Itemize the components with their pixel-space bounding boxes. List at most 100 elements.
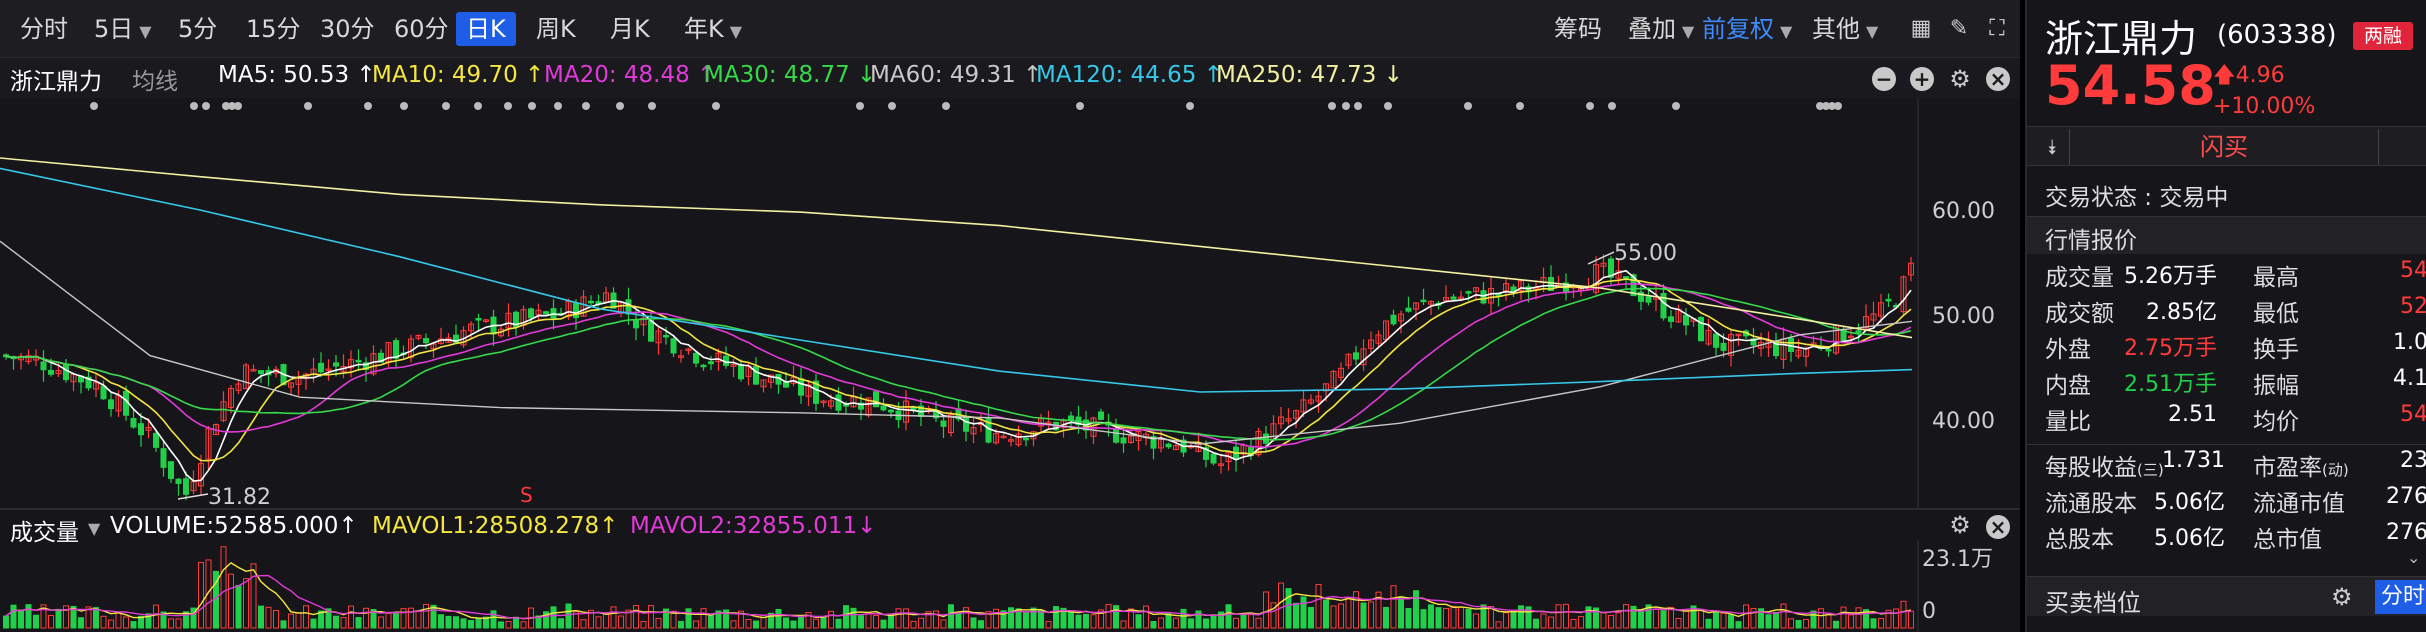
ma60-label: MA60: 49.31 ↑ bbox=[870, 62, 1043, 88]
quote-stock-name: 浙江鼎力 bbox=[2045, 17, 2198, 61]
volume-settings-icon[interactable]: ⚙ bbox=[1949, 511, 1971, 539]
tab-weekly-k[interactable]: 周K bbox=[536, 15, 576, 43]
margin-badge: 两融 bbox=[2353, 22, 2413, 50]
sell-signal-marker: S bbox=[520, 483, 533, 507]
volume-close-icon[interactable]: × bbox=[1986, 515, 2010, 539]
order-book-settings-icon[interactable]: ⚙ bbox=[2331, 583, 2353, 611]
grid-layout-icon[interactable]: ▦ bbox=[1910, 16, 1932, 41]
quote-stock-code: (603338) bbox=[2217, 20, 2337, 50]
quote-row: 内盘 2.51万手 振幅 4.1 bbox=[2027, 366, 2426, 402]
quote-row: 外盘 2.75万手 换手 1.0 bbox=[2027, 330, 2426, 366]
up-arrow-icon: 🡅 bbox=[2213, 63, 2236, 88]
current-price: 54.58 bbox=[2045, 54, 2216, 117]
volume-indicator-dropdown[interactable]: 成交量 bbox=[10, 520, 79, 546]
quote-key: 市盈率(动) bbox=[2253, 455, 2349, 481]
trading-status: 交易状态 : 交易中 bbox=[2045, 185, 2229, 211]
tab-15min[interactable]: 15分 bbox=[246, 15, 301, 43]
adjust-dropdown[interactable]: 前复权 ▼ bbox=[1702, 15, 1793, 43]
tab-60min[interactable]: 60分 bbox=[394, 15, 449, 43]
price-change-pct: +10.00% bbox=[2213, 94, 2316, 119]
quote-value: 2.51 bbox=[2168, 402, 2217, 427]
close-icon[interactable]: × bbox=[1986, 67, 2010, 91]
quote-key: 均价 bbox=[2253, 409, 2299, 435]
chevron-down-icon: ▼ bbox=[1682, 22, 1695, 41]
mavol1-label: MAVOL1:28508.278↑ bbox=[372, 513, 619, 539]
zoom-out-icon[interactable]: − bbox=[1872, 67, 1896, 91]
volume-y-bottom: 0 bbox=[1922, 599, 1936, 624]
chip-distribution-button[interactable]: 筹码 bbox=[1554, 15, 1602, 43]
quote-key: 成交量 bbox=[2045, 265, 2114, 291]
chevron-down-icon: ▼ bbox=[139, 22, 152, 41]
kline-chart-app: 分时 5日 ▼ 5分 15分 30分 60分 日K 周K 月K 年K ▼ 筹码 叠加… bbox=[0, 0, 2020, 632]
quote-key: 外盘 bbox=[2045, 337, 2091, 363]
fullscreen-icon[interactable]: ⛶ bbox=[1989, 16, 2005, 41]
quote-section-header: 行情报价 bbox=[2027, 216, 2426, 254]
expand-down-icon[interactable]: ⯯ bbox=[2046, 135, 2058, 159]
quote-value: 54 bbox=[2400, 402, 2426, 427]
quote-key: 量比 bbox=[2045, 409, 2091, 435]
quote-value: 5.06亿 bbox=[2154, 526, 2225, 551]
zoom-in-icon[interactable]: + bbox=[1910, 67, 1934, 91]
quote-value: 1.0 bbox=[2393, 330, 2426, 355]
volume-value-label: VOLUME:52585.000↑ bbox=[110, 513, 358, 539]
chevron-down-icon: ▼ bbox=[1866, 22, 1879, 41]
chevron-down-icon: ▼ bbox=[1780, 22, 1793, 41]
ma120-label: MA120: 44.65 ↑ bbox=[1036, 62, 1223, 88]
other-dropdown[interactable]: 其他 ▼ bbox=[1812, 15, 1879, 43]
chevron-down-icon: ▼ bbox=[729, 22, 743, 41]
flash-buy-button[interactable]: 闪买 bbox=[2069, 129, 2379, 165]
volume-chart[interactable]: 23.1万 0 bbox=[0, 540, 2020, 632]
quote-value: 1.731 bbox=[2162, 448, 2225, 473]
kline-chart[interactable]: 60.00 50.00 40.00 55.00 31.82 S bbox=[0, 98, 2020, 508]
quote-key: 流通市值 bbox=[2253, 491, 2345, 517]
tab-5day[interactable]: 5日 ▼ bbox=[94, 15, 152, 43]
ma30-label: MA30: 48.77 ↓ bbox=[704, 62, 877, 88]
indicator-mode-dropdown[interactable]: 均线 bbox=[132, 69, 178, 95]
high-price-label: 55.00 bbox=[1614, 241, 1677, 266]
chevron-down-icon[interactable]: ▼ bbox=[88, 519, 101, 538]
quote-row: 成交额 2.85亿 最低 52 bbox=[2027, 294, 2426, 330]
quote-key: 流通股本 bbox=[2045, 491, 2137, 517]
quote-value: 5.06亿 bbox=[2154, 490, 2225, 515]
quote-value: 2.85亿 bbox=[2146, 300, 2217, 325]
volume-y-top: 23.1万 bbox=[1922, 547, 1993, 572]
fundamental-row: 每股收益(三) 1.731 市盈率(动) 23 bbox=[2027, 448, 2426, 484]
y-tick-50: 50.00 bbox=[1932, 304, 1995, 329]
quote-row: 量比 2.51 均价 54 bbox=[2027, 402, 2426, 438]
quote-value: 4.1 bbox=[2393, 366, 2426, 391]
quote-key: 每股收益(三) bbox=[2045, 455, 2164, 481]
ma-legend-row: 浙江鼎力 均线 MA5: 50.53 ↑ MA10: 49.70 ↑ MA20:… bbox=[0, 58, 2020, 98]
tab-intraday[interactable]: 分时 bbox=[20, 15, 68, 43]
quote-value: 2.51万手 bbox=[2124, 372, 2217, 397]
overlay-dropdown[interactable]: 叠加 ▼ bbox=[1628, 15, 1695, 43]
fundamental-row: 总股本 5.06亿 总市值 276 bbox=[2027, 520, 2426, 556]
tab-30min[interactable]: 30分 bbox=[320, 15, 375, 43]
draw-pen-icon[interactable]: ✎ bbox=[1949, 16, 1969, 41]
y-tick-60: 60.00 bbox=[1932, 199, 1995, 224]
fundamental-row: 流通股本 5.06亿 流通市值 276 bbox=[2027, 484, 2426, 520]
order-book-header: 买卖档位 ⚙ 分时 bbox=[2027, 576, 2426, 617]
quote-key: 换手 bbox=[2253, 337, 2299, 363]
quote-value: 5.26万手 bbox=[2124, 264, 2217, 289]
quote-key: 总市值 bbox=[2253, 527, 2322, 553]
tab-monthly-k[interactable]: 月K bbox=[610, 15, 650, 43]
stock-name-label: 浙江鼎力 bbox=[10, 69, 102, 95]
settings-gear-icon[interactable]: ⚙ bbox=[1949, 65, 1971, 93]
tab-intraday-mini[interactable]: 分时 bbox=[2375, 580, 2426, 614]
expand-more-icon[interactable]: ⌄ bbox=[2407, 548, 2421, 567]
low-price-label: 31.82 bbox=[208, 485, 271, 508]
quote-row: 成交量 5.26万手 最高 54 bbox=[2027, 258, 2426, 294]
ma20-label: MA20: 48.48 ↑ bbox=[544, 62, 717, 88]
period-toolbar: 分时 5日 ▼ 5分 15分 30分 60分 日K 周K 月K 年K ▼ 筹码 叠加… bbox=[0, 0, 2020, 58]
quote-key: 内盘 bbox=[2045, 373, 2091, 399]
tab-yearly-k[interactable]: 年K ▼ bbox=[684, 15, 743, 43]
tab-daily-k[interactable]: 日K bbox=[456, 12, 516, 46]
quote-value: 23 bbox=[2400, 448, 2426, 473]
quote-value: 2.75万手 bbox=[2124, 336, 2217, 361]
tab-5min[interactable]: 5分 bbox=[178, 15, 218, 43]
quote-panel: 浙江鼎力 (603338) 两融 54.58 🡅4.96 +10.00% ⯯ 闪… bbox=[2025, 0, 2426, 632]
mavol2-label: MAVOL2:32855.011↓ bbox=[630, 513, 877, 539]
quote-value: 276 bbox=[2386, 520, 2426, 545]
price-change: 🡅4.96 bbox=[2213, 63, 2285, 88]
ma10-label: MA10: 49.70 ↑ bbox=[372, 62, 545, 88]
